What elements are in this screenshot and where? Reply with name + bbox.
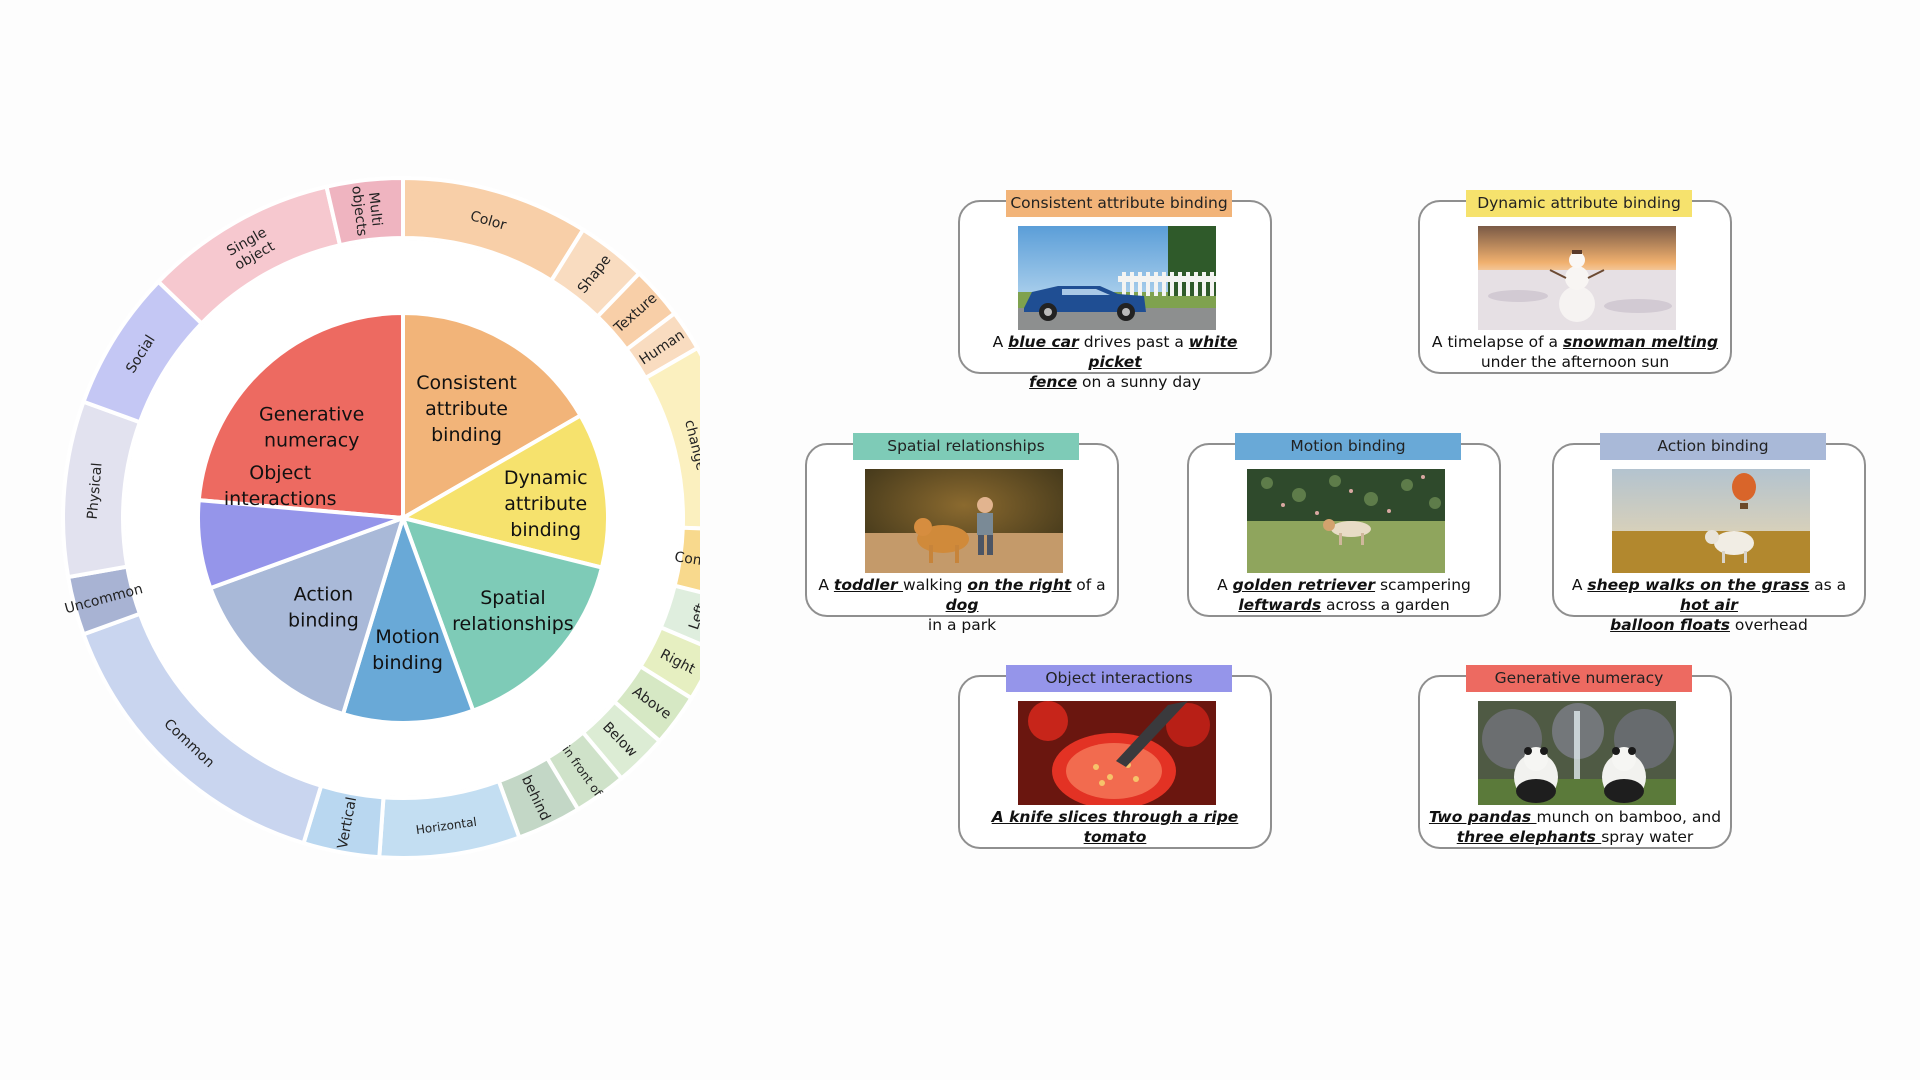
card-title: Spatial relationships [853,433,1079,460]
card-title: Action binding [1600,433,1826,460]
caption-text: overhead [1729,616,1808,634]
caption-line: A timelapse of a snowman melting [1426,332,1724,352]
category-label: Motion binding [372,626,443,674]
caption-text: drives past a [1078,333,1189,351]
caption-text: A timelapse of a [1431,333,1563,351]
caption-highlight: toddler [833,576,904,594]
caption-highlight: dog [945,596,979,614]
caption-text: as a [1809,576,1847,594]
caption-highlight: snowman melting [1562,333,1719,351]
category-segment-motion [340,511,476,725]
category-segment-spat [399,515,605,714]
category-label: Object interactions [224,462,337,510]
example-card-numeracy: Generative numeracy Two pandas munch on … [1418,665,1732,849]
caption-text: A [818,576,834,594]
caption-text: under the afternoon sun [1480,353,1670,371]
example-card-motion: Motion binding A golden retriever scampe… [1187,433,1501,617]
caption-text: scampering [1375,576,1471,594]
caption-highlight: sheep walks on the grass [1587,576,1810,594]
caption-text: A [1217,576,1233,594]
subcategory-label: Physical [85,462,106,520]
caption-line: fence on a sunny day [966,372,1264,392]
example-image-toddler-dog [865,469,1063,573]
category-label: Dynamic attribute binding [504,467,588,541]
caption-highlight: hot air [1680,596,1738,614]
category-label: Consistent attribute binding [416,372,517,446]
caption-highlight: white picket [1088,333,1238,371]
caption-line: leftwards across a garden [1195,595,1493,615]
caption-highlight: on the right [967,576,1072,594]
subcategory-label: Multiobjects [348,183,386,237]
category-segment-gen [196,310,405,521]
card-caption: A golden retriever scampering leftwards a… [1195,575,1493,615]
example-card-dynamic: Dynamic attribute binding A timelapse of… [1418,190,1732,374]
card-caption: A toddler walking on the right of a dog i… [813,575,1111,635]
caption-line: Two pandas munch on bamboo, and [1426,807,1724,827]
card-title: Generative numeracy [1466,665,1692,692]
example-card-action: Action binding A sheep walks on the gras… [1552,433,1866,634]
category-label: Action binding [288,583,359,631]
caption-line: under the afternoon sun [1426,352,1724,372]
category-label: Spatial relationships [452,587,574,635]
category-segment-cons [401,310,584,522]
card-caption: Two pandas munch on bamboo, and three ele… [1426,807,1724,847]
card-title: Motion binding [1235,433,1461,460]
caption-line: A blue car drives past a white picket [966,332,1264,372]
category-segment-action [207,514,407,717]
card-caption: A timelapse of a snowman melting under th… [1426,332,1724,372]
card-caption: A sheep walks on the grass as a hot air b… [1560,575,1858,635]
caption-line: in a park [813,615,1111,635]
example-image-knife-tomato [1018,701,1216,805]
caption-text: spray water [1601,828,1694,846]
example-image-golden-retriever [1247,469,1445,573]
taxonomy-wheel: Generative numeracy Consistent attribute bin… [61,175,700,860]
caption-line: A sheep walks on the grass as a hot air [1560,575,1858,615]
caption-text: munch on bamboo, and [1536,808,1722,826]
caption-line: A golden retriever scampering [1195,575,1493,595]
card-caption: A blue car drives past a white picket fen… [966,332,1264,392]
example-image-snowman [1478,226,1676,330]
caption-line: three elephants spray water [1426,827,1724,847]
caption-highlight: balloon floats [1610,616,1730,634]
example-image-sheep-balloon [1612,469,1810,573]
example-image-blue-car [1018,226,1216,330]
category-label: Generative numeracy [259,404,364,452]
example-card-object: Object interactions A knife slices throu… [958,665,1272,849]
card-title: Consistent attribute binding [1006,190,1232,217]
card-caption: A knife slices through a ripe tomato [966,807,1264,847]
caption-highlight: A knife slices through a ripe tomato [991,808,1239,846]
caption-line: A knife slices through a ripe tomato [966,807,1264,847]
caption-highlight: leftwards [1238,596,1322,614]
subcategory-segment [80,278,205,425]
caption-highlight: fence [1029,373,1078,391]
caption-highlight: Two pandas [1428,808,1537,826]
caption-text: A [1571,576,1588,594]
example-image-pandas-elephants [1478,701,1676,805]
caption-line: A toddler walking on the right of a dog [813,575,1111,615]
card-title: Object interactions [1006,665,1232,692]
category-segment-obj [196,497,404,591]
caption-highlight: blue car [1008,333,1079,351]
caption-highlight: golden retriever [1232,576,1376,594]
caption-text: A [992,333,1009,351]
caption-line: balloon floats overhead [1560,615,1858,635]
example-card-spatial: Spatial relationships A toddler walking … [805,433,1119,634]
caption-text: in a park [927,616,997,634]
example-card-consistent: Consistent attribute binding A blue car … [958,190,1272,391]
card-title: Dynamic attribute binding [1466,190,1692,217]
subcategory-segment [642,345,700,531]
caption-text: across a garden [1321,596,1450,614]
caption-highlight: three elephants [1456,828,1602,846]
caption-text: walking [903,576,968,594]
caption-text: of a [1071,576,1106,594]
caption-text: on a sunny day [1077,373,1201,391]
